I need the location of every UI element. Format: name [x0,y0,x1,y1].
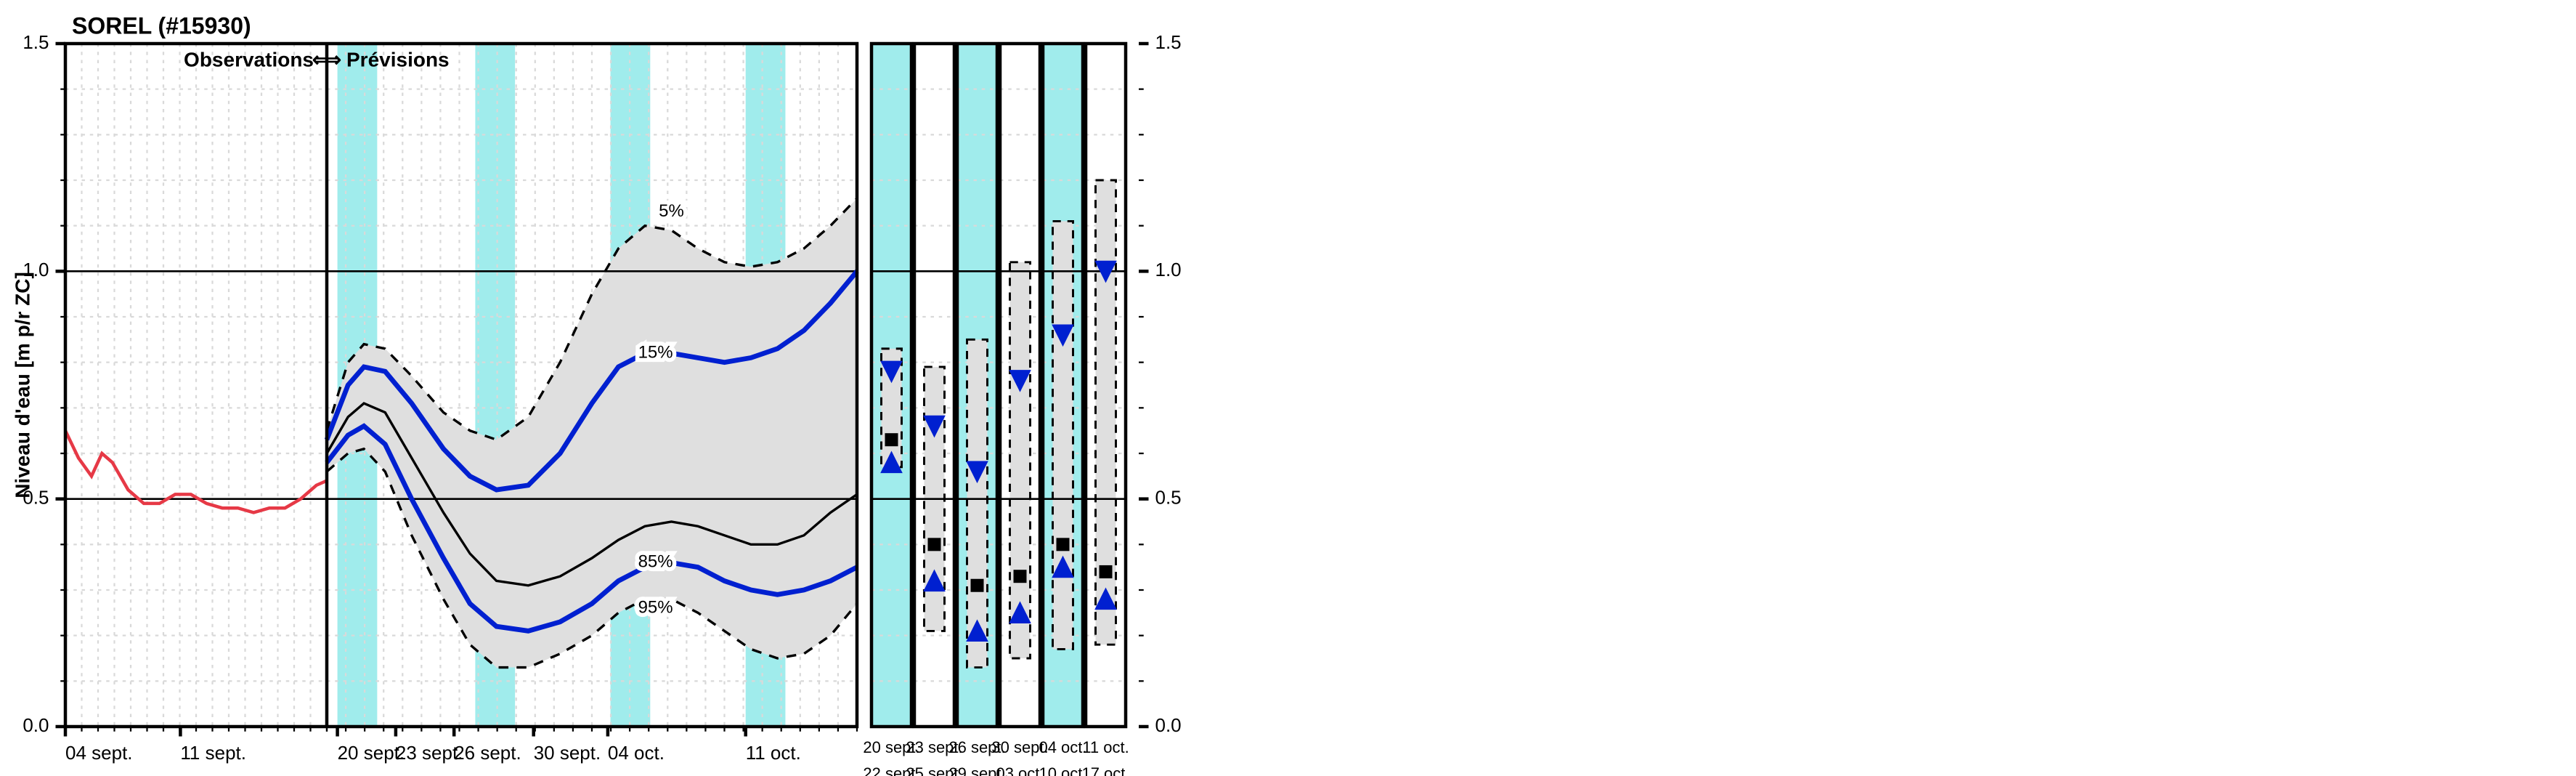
ytick-label-right: 1.0 [1155,259,1182,280]
xtick-label: 23 sept. [396,742,463,764]
uncertainty-band [327,198,857,667]
pct-label-p85: 85% [638,552,673,572]
median-square-icon [1100,565,1113,578]
panel-box [1053,221,1073,649]
xtick-label: 04 sept. [65,742,133,764]
panel-label-top: 11 oct. [1082,738,1129,756]
median-square-icon [971,579,984,592]
panel-label-bottom: 17 oct. [1081,764,1129,776]
xtick-label: 04 oct. [608,742,665,764]
median-square-icon [1014,570,1027,583]
median-square-icon [928,538,941,551]
xtick-label: 20 sept. [338,742,405,764]
panel-box [1010,262,1031,658]
panel-label-bottom: 10 oct. [1039,764,1086,776]
panel-label-bottom: 03 oct. [996,764,1044,776]
panel-box [967,339,988,667]
chart-svg: 5% 15% 85% 95% 0.0 0.5 1.0 1.5 Niveau d'eau [m p… [0,0,2576,776]
ytick-label: 1.5 [23,31,49,53]
xtick-label: 26 sept. [454,742,521,764]
legend-previsions: Prévisions [346,49,450,71]
ytick-label-right: 0.5 [1155,487,1182,509]
pct-label-p95: 95% [638,597,673,617]
median-square-icon [1057,538,1070,551]
ytick-label: 0.0 [23,714,49,736]
ytick-label-right: 1.5 [1155,31,1182,53]
pct-label-p15: 15% [638,342,673,362]
xtick-label: 30 sept. [534,742,601,764]
panel-label-top: 04 oct. [1039,738,1086,756]
ytick-label-right: 0.0 [1155,714,1182,736]
xtick-label: 11 sept. [180,742,246,764]
median-square-icon [885,433,898,446]
legend-observations: Observations [184,49,314,71]
pct-label-p5: 5% [659,201,684,221]
xtick-label: 11 oct. [746,742,801,764]
y-axis-label: Niveau d'eau [m p/r ZC] [11,272,33,498]
chart-title: SOREL (#15930) [72,13,251,39]
chart-container: 5% 15% 85% 95% 0.0 0.5 1.0 1.5 Niveau d'eau [m p… [0,0,2576,776]
legend-arrow-icon: ⟺ [312,49,341,71]
